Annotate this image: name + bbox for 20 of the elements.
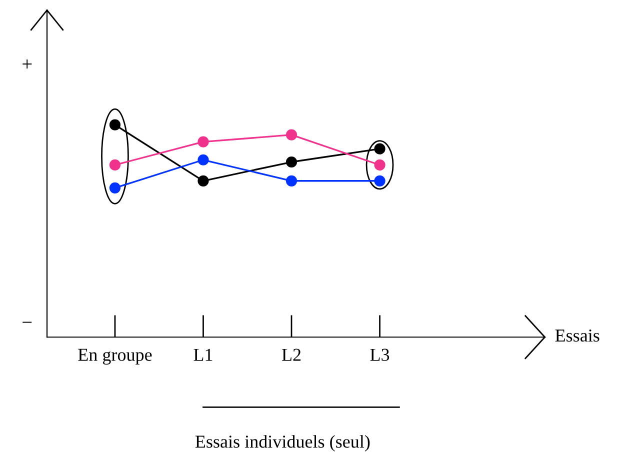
x-tick-label: En groupe	[78, 348, 152, 365]
x-tick-label: L3	[370, 348, 390, 361]
point	[109, 182, 121, 194]
point	[374, 175, 386, 186]
x-tick-label: L1	[194, 348, 212, 361]
point	[374, 143, 386, 154]
point	[286, 156, 298, 168]
point	[109, 119, 121, 130]
text: Essais individuels (seul)	[195, 435, 370, 452]
point	[374, 159, 386, 171]
text: −	[22, 322, 32, 323]
point	[198, 136, 209, 148]
text: +	[22, 59, 32, 69]
x-tick-label: L2	[282, 348, 301, 361]
point	[109, 159, 121, 171]
point	[198, 175, 209, 186]
point	[286, 129, 298, 140]
point	[286, 175, 298, 186]
point	[198, 154, 209, 166]
text: Essais	[555, 330, 600, 342]
